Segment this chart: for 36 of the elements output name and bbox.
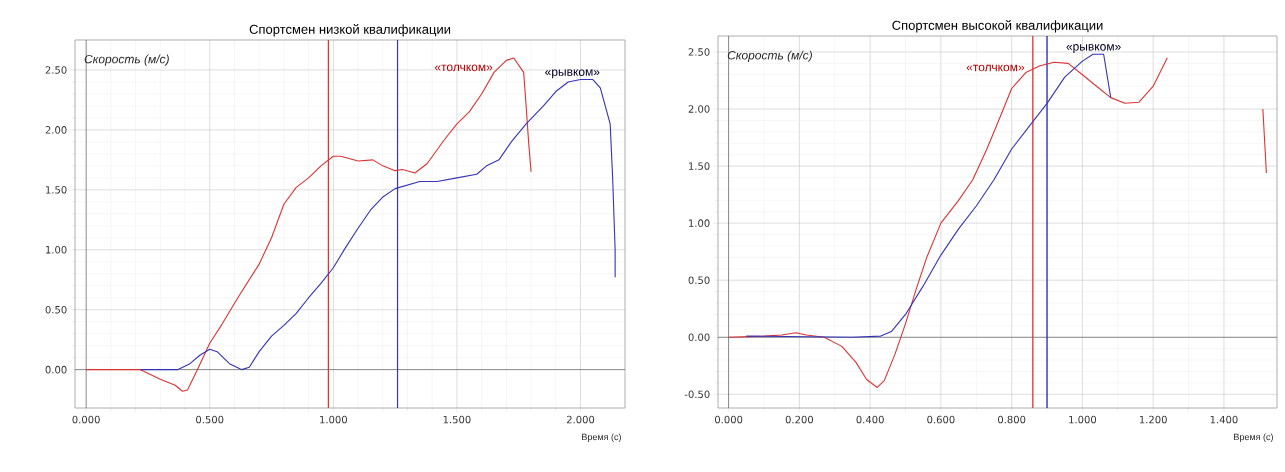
y-tick-label: 0.00 xyxy=(45,365,67,374)
y-tick-label: 2.00 xyxy=(45,126,67,134)
y-axis-title: Скорость (м/с) xyxy=(84,54,169,66)
y-tick-label: 2.00 xyxy=(688,105,710,113)
x-axis-title: Время (с) xyxy=(1234,433,1273,442)
y-tick-label: 1.50 xyxy=(689,162,710,170)
y-tick-label: 0.00 xyxy=(688,333,710,342)
x-tick-label: 1.400 xyxy=(1210,415,1238,424)
y-tick-label: 2.50 xyxy=(688,48,710,56)
chart-title: Спортсмен низкой квалификации xyxy=(249,24,451,37)
x-tick-label: 1.000 xyxy=(1069,415,1097,424)
y-tick-label: -0.50 xyxy=(684,390,710,399)
y-tick-label: 1.50 xyxy=(46,186,67,194)
x-tick-label: 1.200 xyxy=(1139,415,1167,424)
y-tick-label: 0.50 xyxy=(45,305,67,314)
chart-title: Спортсмен высокой квалификации xyxy=(892,20,1103,33)
x-tick-label: 0.800 xyxy=(998,415,1026,424)
x-tick-label: 0.200 xyxy=(785,415,814,424)
series-label: «рывком» xyxy=(1066,44,1121,54)
y-axis-title: Скорость (м/с) xyxy=(727,50,812,62)
x-tick-label: 0.000 xyxy=(714,415,743,424)
x-tick-label: 1.000 xyxy=(320,415,347,424)
x-tick-label: 1.500 xyxy=(443,415,471,424)
x-axis-title: Время (с) xyxy=(582,433,621,442)
series-label: «толчком» xyxy=(434,64,493,72)
y-tick-label: 1.00 xyxy=(46,245,67,254)
x-tick-label: 0.500 xyxy=(196,415,224,424)
y-tick-label: 1.00 xyxy=(689,219,710,227)
series-label: «рывком» xyxy=(545,69,600,79)
x-tick-label: 0.000 xyxy=(72,415,100,424)
x-tick-label: 0.600 xyxy=(927,415,955,424)
x-tick-label: 0.400 xyxy=(856,415,884,424)
y-tick-label: 2.50 xyxy=(45,66,67,74)
x-tick-label: 2.000 xyxy=(566,415,595,424)
y-tick-label: 0.50 xyxy=(688,276,710,284)
series-label: «толчком» xyxy=(966,64,1025,72)
